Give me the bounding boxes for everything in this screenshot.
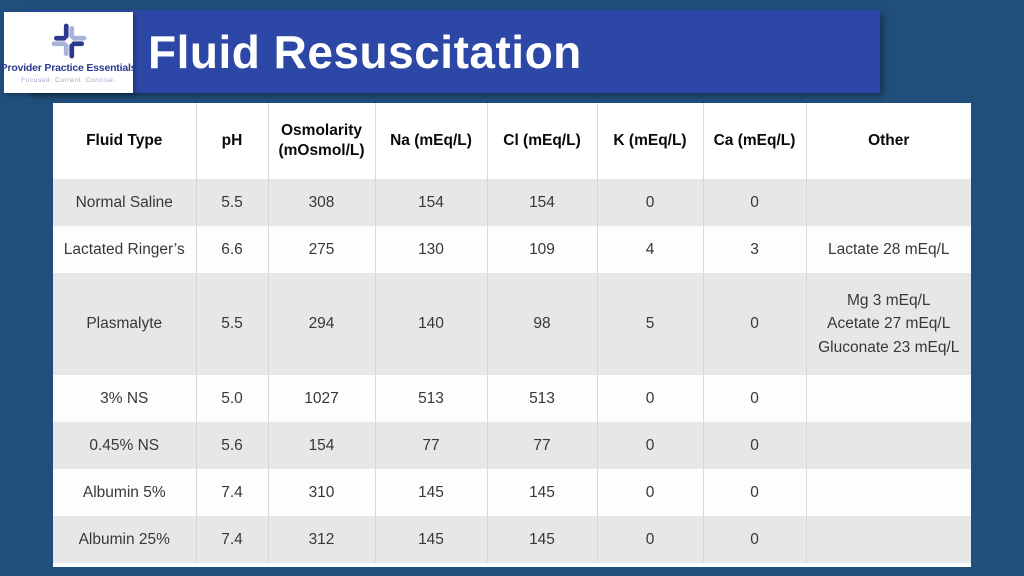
fluid-table: Fluid Type pH Osmolarity (mOsmol/L) Na (mEq… xyxy=(53,103,971,563)
logo-name: Provider Practice Essentials xyxy=(0,61,137,74)
cell-ca: 0 xyxy=(702,375,807,422)
cell-fluid: Plasmalyte xyxy=(53,273,197,375)
cell-ph: 6.6 xyxy=(195,226,269,273)
cell-fluid: Lactated Ringer’s xyxy=(53,226,197,273)
cell-k: 5 xyxy=(596,273,704,375)
cell-ca: 0 xyxy=(702,179,807,226)
cell-cl: 145 xyxy=(486,469,598,516)
column-header-other: Other xyxy=(805,103,971,179)
cell-cl: 77 xyxy=(486,422,598,469)
table-row: 0.45% NS 5.6 154 77 77 0 0 xyxy=(53,422,971,469)
cell-na: 145 xyxy=(374,516,488,563)
cell-ca: 0 xyxy=(702,469,807,516)
cell-other xyxy=(805,516,971,563)
cell-fluid: Albumin 5% xyxy=(53,469,197,516)
cell-osmolarity: 275 xyxy=(267,226,376,273)
cell-ph: 5.6 xyxy=(195,422,269,469)
column-header-cl: Cl (mEq/L) xyxy=(486,103,598,179)
cell-other xyxy=(805,469,971,516)
column-header-k: K (mEq/L) xyxy=(596,103,704,179)
cell-fluid: Normal Saline xyxy=(53,179,197,226)
cell-cl: 513 xyxy=(486,375,598,422)
cell-other: Mg 3 mEq/L Acetate 27 mEq/L Gluconate 23… xyxy=(805,273,971,375)
cell-osmolarity: 310 xyxy=(267,469,376,516)
fluid-table-container: Fluid Type pH Osmolarity (mOsmol/L) Na (mEq… xyxy=(53,103,971,567)
logo: Provider Practice Essentials Focused. Cu… xyxy=(1,12,137,93)
cell-ca: 0 xyxy=(702,273,807,375)
logo-tagline: Focused. Current. Concise. xyxy=(21,76,116,84)
column-header-ph: pH xyxy=(195,103,269,179)
cell-fluid: 0.45% NS xyxy=(53,422,197,469)
cell-other xyxy=(805,179,971,226)
table-header-row: Fluid Type pH Osmolarity (mOsmol/L) Na (mEq… xyxy=(53,103,971,179)
cell-cl: 154 xyxy=(486,179,598,226)
column-header-na: Na (mEq/L) xyxy=(374,103,488,179)
cell-ph: 5.5 xyxy=(195,179,269,226)
table-row: 3% NS 5.0 1027 513 513 0 0 xyxy=(53,375,971,422)
cell-k: 0 xyxy=(596,469,704,516)
table-row: Albumin 5% 7.4 310 145 145 0 0 xyxy=(53,469,971,516)
cell-osmolarity: 312 xyxy=(267,516,376,563)
cell-ca: 3 xyxy=(702,226,807,273)
cell-k: 0 xyxy=(596,516,704,563)
table-row: Lactated Ringer’s 6.6 275 130 109 4 3 Lactate 2… xyxy=(53,226,971,273)
cell-other: Lactate 28 mEq/L xyxy=(805,226,971,273)
cell-fluid: Albumin 25% xyxy=(53,516,197,563)
cell-na: 77 xyxy=(374,422,488,469)
cell-ph: 7.4 xyxy=(195,469,269,516)
cell-k: 4 xyxy=(596,226,704,273)
cell-k: 0 xyxy=(596,179,704,226)
table-row: Albumin 25% 7.4 312 145 145 0 0 xyxy=(53,516,971,563)
cell-k: 0 xyxy=(596,375,704,422)
table-row: Normal Saline 5.5 308 154 154 0 0 xyxy=(53,179,971,226)
cell-ph: 5.5 xyxy=(195,273,269,375)
cell-osmolarity: 308 xyxy=(267,179,376,226)
cell-ca: 0 xyxy=(702,516,807,563)
cell-other xyxy=(805,422,971,469)
title-banner: Fluid Resuscitation xyxy=(28,10,880,93)
table-row: Plasmalyte 5.5 294 140 98 5 0 Mg 3 mEq/L Acetat… xyxy=(53,273,971,375)
cell-other xyxy=(805,375,971,422)
cell-cl: 109 xyxy=(486,226,598,273)
cell-osmolarity: 1027 xyxy=(267,375,376,422)
cell-na: 513 xyxy=(374,375,488,422)
puzzle-cross-icon xyxy=(51,23,86,58)
cell-fluid: 3% NS xyxy=(53,375,197,422)
cell-na: 140 xyxy=(374,273,488,375)
cell-ph: 5.0 xyxy=(195,375,269,422)
column-header-ca: Ca (mEq/L) xyxy=(702,103,807,179)
cell-k: 0 xyxy=(596,422,704,469)
cell-cl: 145 xyxy=(486,516,598,563)
page-title: Fluid Resuscitation xyxy=(148,25,582,78)
column-header-osmolarity: Osmolarity (mOsmol/L) xyxy=(267,103,376,179)
cell-na: 154 xyxy=(374,179,488,226)
cell-cl: 98 xyxy=(486,273,598,375)
column-header-fluid: Fluid Type xyxy=(53,103,197,179)
cell-osmolarity: 154 xyxy=(267,422,376,469)
cell-na: 130 xyxy=(374,226,488,273)
cell-osmolarity: 294 xyxy=(267,273,376,375)
cell-ph: 7.4 xyxy=(195,516,269,563)
cell-ca: 0 xyxy=(702,422,807,469)
cell-na: 145 xyxy=(374,469,488,516)
